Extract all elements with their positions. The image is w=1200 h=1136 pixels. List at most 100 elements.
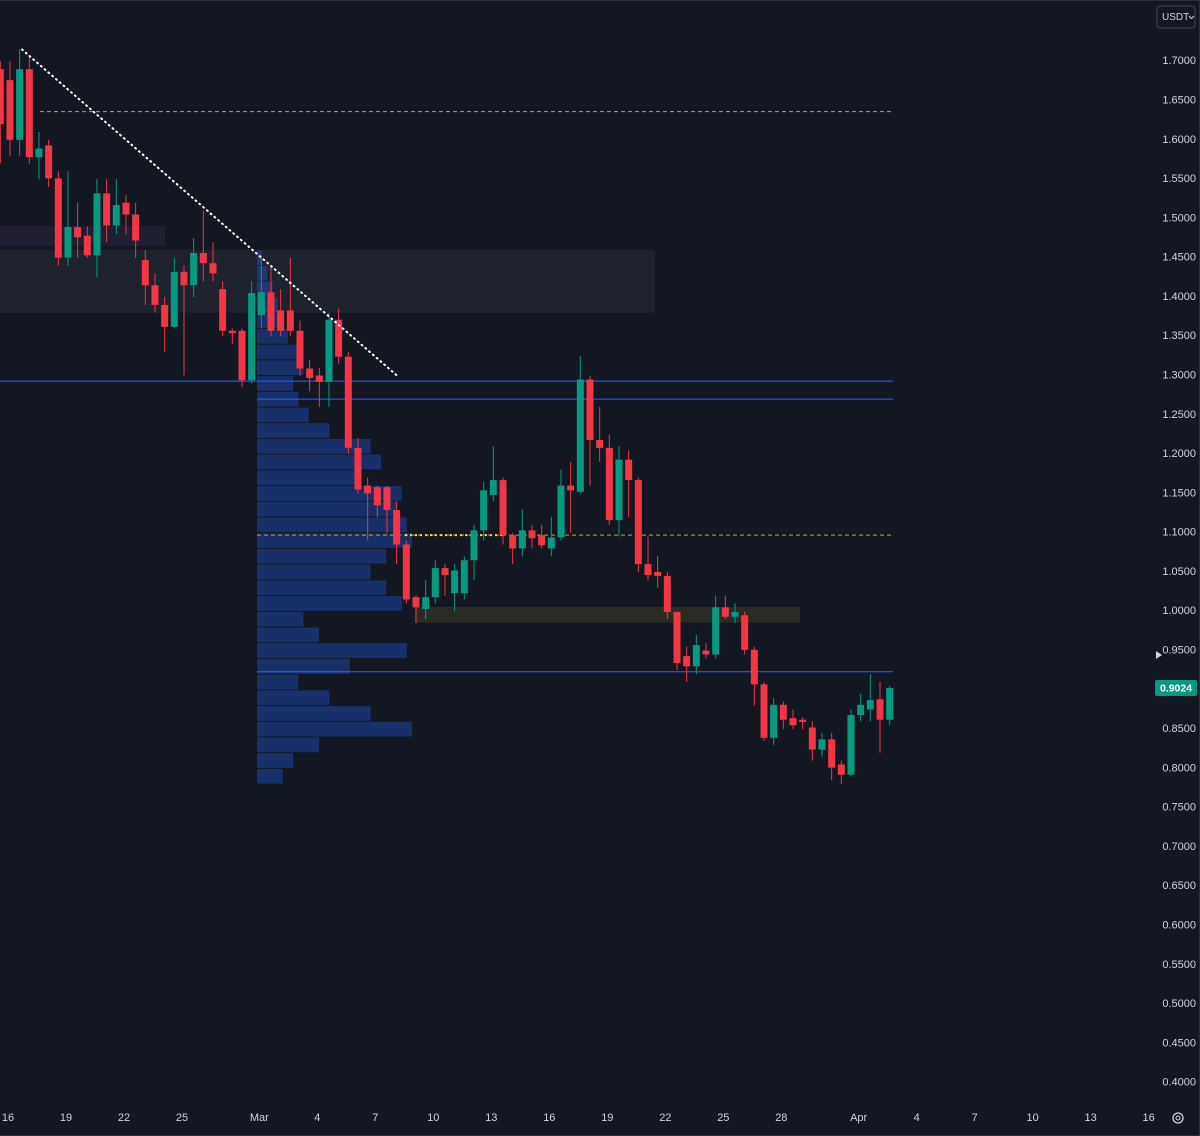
candle-body (35, 148, 43, 158)
candle-body (663, 575, 671, 613)
x-tick-label: 19 (601, 1112, 613, 1124)
candle-body (373, 487, 381, 506)
candle-body (112, 205, 120, 226)
y-tick-label: 1.6000 (1162, 134, 1196, 146)
y-tick-label: 1.3500 (1162, 330, 1196, 342)
candle-body (286, 310, 294, 331)
volume-profile-bar (257, 438, 371, 454)
candle-body (122, 202, 130, 215)
y-tick-label: 0.6000 (1162, 919, 1196, 931)
y-tick-label: 0.8500 (1162, 723, 1196, 735)
x-tick-label: 25 (717, 1112, 729, 1124)
candle-body (721, 607, 729, 617)
candle-body (190, 253, 198, 286)
x-tick-label: 7 (372, 1112, 378, 1124)
volume-profile-bar (257, 627, 319, 643)
candle-body (576, 379, 584, 492)
volume-profile-bar (257, 611, 304, 627)
volume-profile-bar (257, 753, 294, 768)
candle-body (547, 537, 555, 549)
candle-body (228, 330, 236, 334)
candle-body (219, 289, 227, 331)
x-tick-label: 7 (972, 1112, 978, 1124)
volume-profile-bar (257, 360, 304, 376)
candle-body (180, 271, 188, 286)
x-tick-label: 13 (485, 1112, 497, 1124)
volume-profile-bar (257, 658, 350, 674)
candle-body (354, 447, 362, 490)
candle-body (557, 485, 565, 538)
candle-body (605, 447, 613, 521)
price-marker (1156, 651, 1162, 659)
candle-body (103, 193, 111, 226)
candle-body (567, 485, 575, 491)
y-tick-label: 1.0500 (1162, 566, 1196, 578)
volume-profile-bar (257, 737, 319, 753)
candle-body (344, 356, 352, 448)
currency-box[interactable] (1156, 5, 1196, 29)
volume-profile-bar (257, 376, 294, 391)
settings-icon[interactable] (1172, 1112, 1184, 1124)
candle-body (538, 535, 546, 546)
zone (0, 249, 655, 313)
y-tick-label: 0.8000 (1162, 762, 1196, 774)
candle-body (489, 480, 497, 495)
candle-body (799, 719, 807, 723)
currency-label[interactable]: USDT (1162, 12, 1189, 23)
volume-profile-bar (257, 328, 288, 344)
volume-profile-bar (257, 596, 402, 611)
candle-body (470, 530, 478, 561)
x-tick-label: 19 (60, 1112, 72, 1124)
y-tick-label: 1.5000 (1162, 212, 1196, 224)
candle-body (248, 293, 256, 381)
candle-body (518, 530, 526, 549)
volume-profile-bar (257, 564, 371, 580)
candle-body (45, 145, 53, 179)
candle-body (828, 739, 836, 768)
candle-body (383, 487, 391, 510)
candle-body (741, 615, 749, 650)
candle-body (586, 379, 594, 440)
candle-body (731, 612, 739, 617)
y-tick-label: 1.4000 (1162, 291, 1196, 303)
candle-body (0, 69, 4, 125)
candle-body (886, 687, 894, 720)
y-tick-label: 1.2000 (1162, 448, 1196, 460)
y-tick-label: 0.4000 (1162, 1077, 1196, 1089)
candle-body (431, 568, 439, 598)
x-tick-label: 10 (1027, 1112, 1039, 1124)
y-tick-label: 0.6500 (1162, 880, 1196, 892)
candle-body (712, 607, 720, 655)
volume-profile-bar (257, 517, 407, 533)
candle-body (654, 572, 662, 576)
currency-chevron[interactable] (1188, 15, 1195, 20)
volume-profile-bar (257, 690, 330, 706)
candle-body (306, 368, 314, 378)
volume-profile-bar (257, 533, 412, 548)
y-tick-label: 0.5000 (1162, 998, 1196, 1010)
volume-profile-bar (257, 674, 299, 690)
currency-button[interactable]: USDT (1156, 5, 1196, 29)
y-tick-label: 0.4500 (1162, 1037, 1196, 1049)
y-tick-label: 1.3000 (1162, 369, 1196, 381)
candle-body (296, 330, 304, 369)
candle-body (625, 459, 633, 481)
settings-icon-center[interactable] (1175, 1115, 1181, 1121)
candle-body (6, 80, 14, 140)
candle-body (866, 700, 874, 710)
y-tick-label: 0.7000 (1162, 841, 1196, 853)
volume-profile-bar (257, 548, 387, 564)
candle-body (74, 227, 82, 238)
y-tick-label: 1.4500 (1162, 252, 1196, 264)
candle-body (16, 69, 24, 140)
volume-profile-bar (257, 454, 381, 470)
candle-body (857, 704, 865, 715)
y-tick-label: 1.5500 (1162, 173, 1196, 185)
candle-body (25, 69, 33, 158)
settings-button[interactable] (1172, 1112, 1184, 1124)
candle-body (615, 459, 623, 521)
candle-body (847, 715, 855, 775)
volume-profile-bar (257, 266, 268, 281)
candle-body (412, 597, 420, 608)
